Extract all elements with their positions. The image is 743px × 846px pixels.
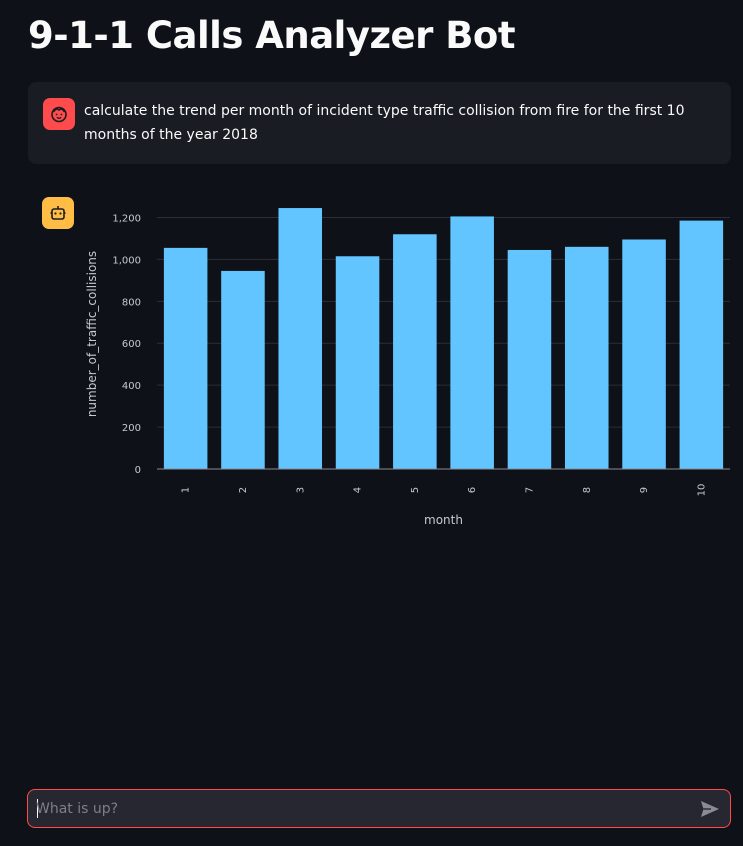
chat-input-box[interactable] bbox=[27, 789, 731, 828]
y-tick-label: 400 bbox=[122, 381, 141, 392]
y-tick-label: 200 bbox=[122, 423, 141, 434]
robot-icon bbox=[42, 197, 74, 229]
bar bbox=[163, 247, 208, 469]
y-tick-labels: 0 200 400 600 800 1,000 1,200 bbox=[112, 213, 141, 476]
x-tick-label: 4 bbox=[353, 487, 364, 493]
bar bbox=[564, 246, 609, 469]
x-tick-label: 10 bbox=[696, 484, 707, 497]
bar bbox=[622, 239, 666, 469]
page-title: 9-1-1 Calls Analyzer Bot bbox=[28, 14, 516, 57]
bar bbox=[450, 216, 494, 469]
chat-input[interactable] bbox=[36, 790, 686, 827]
bar bbox=[679, 220, 724, 469]
user-message-text: calculate the trend per month of inciden… bbox=[84, 103, 685, 143]
user-chat-message: calculate the trend per month of inciden… bbox=[28, 82, 731, 164]
bar bbox=[393, 234, 437, 469]
x-tick-label: 6 bbox=[467, 487, 478, 493]
y-tick-label: 1,200 bbox=[112, 213, 141, 224]
bar-chart: 0 200 400 600 800 1,000 1,200 1 2 3 4 5 6 7 8 9 10 mont… bbox=[85, 208, 730, 527]
x-tick-label: 2 bbox=[238, 487, 249, 493]
face-icon bbox=[43, 98, 75, 130]
x-axis-label: month bbox=[424, 513, 463, 527]
y-axis-label: number_of_traffic_collisions bbox=[85, 251, 99, 417]
x-tick-label: 1 bbox=[181, 487, 192, 493]
bar bbox=[507, 249, 552, 469]
chart-bars bbox=[163, 208, 724, 469]
x-tick-labels: 1 2 3 4 5 6 7 8 9 10 bbox=[181, 484, 708, 497]
send-icon[interactable] bbox=[698, 798, 722, 820]
bar bbox=[278, 208, 323, 469]
y-tick-label: 0 bbox=[135, 465, 141, 476]
x-tick-label: 5 bbox=[410, 487, 421, 493]
bar bbox=[221, 270, 265, 469]
x-tick-label: 9 bbox=[639, 487, 650, 493]
x-tick-label: 8 bbox=[582, 487, 593, 493]
y-tick-label: 800 bbox=[122, 297, 141, 308]
x-tick-label: 3 bbox=[295, 487, 306, 493]
x-tick-label: 7 bbox=[524, 487, 535, 493]
y-tick-label: 600 bbox=[122, 339, 141, 350]
y-tick-label: 1,000 bbox=[112, 255, 141, 266]
bar bbox=[335, 256, 380, 469]
